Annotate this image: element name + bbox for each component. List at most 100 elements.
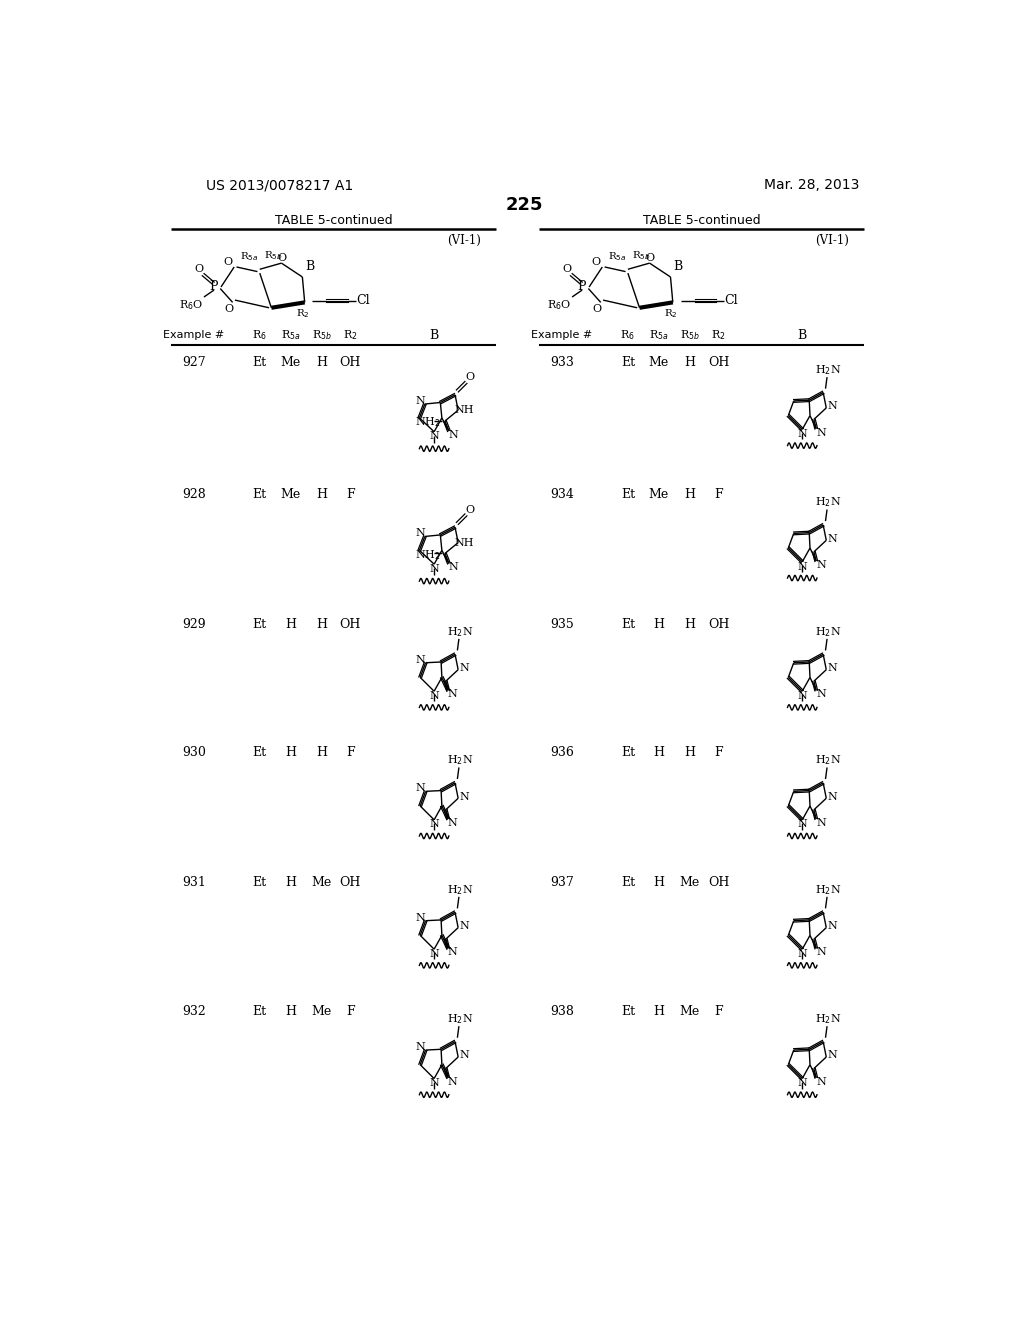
Text: Me: Me: [649, 356, 669, 370]
Text: F: F: [346, 746, 354, 759]
Text: R$_2$: R$_2$: [343, 329, 357, 342]
Text: OH: OH: [708, 618, 729, 631]
Text: OH: OH: [340, 356, 361, 370]
Text: Et: Et: [253, 356, 267, 370]
Text: TABLE 5-continued: TABLE 5-continued: [643, 214, 760, 227]
Text: H$_2$N: H$_2$N: [815, 1012, 842, 1026]
Text: N: N: [429, 1078, 439, 1088]
Text: O: O: [223, 257, 232, 268]
Text: Et: Et: [253, 1005, 267, 1018]
Text: 932: 932: [182, 1005, 206, 1018]
Text: F: F: [714, 488, 723, 502]
Text: NH: NH: [455, 405, 474, 416]
Text: N: N: [798, 690, 807, 701]
Text: H$_2$N: H$_2$N: [447, 1012, 474, 1026]
Text: TABLE 5-continued: TABLE 5-continued: [274, 214, 392, 227]
Text: Cl: Cl: [724, 294, 737, 308]
Text: Me: Me: [680, 875, 700, 888]
Text: R$_{5a}$: R$_{5a}$: [608, 251, 627, 264]
Text: N: N: [460, 663, 469, 673]
Text: O: O: [465, 504, 474, 515]
Text: N: N: [827, 533, 838, 544]
Text: 928: 928: [182, 488, 206, 502]
Text: P: P: [209, 280, 217, 293]
Text: N: N: [429, 820, 439, 829]
Text: N: N: [816, 818, 825, 828]
Text: B: B: [798, 329, 807, 342]
Text: 225: 225: [506, 195, 544, 214]
Text: N: N: [816, 1077, 825, 1086]
Text: N: N: [798, 1078, 807, 1088]
Text: H: H: [653, 875, 665, 888]
Text: H: H: [653, 1005, 665, 1018]
Text: N: N: [429, 690, 439, 701]
Text: 929: 929: [182, 618, 206, 631]
Text: R$_6$O: R$_6$O: [547, 298, 571, 313]
Text: 927: 927: [182, 356, 206, 370]
Text: Et: Et: [621, 356, 635, 370]
Text: B: B: [305, 260, 314, 273]
Text: H: H: [316, 618, 328, 631]
Text: 933: 933: [550, 356, 573, 370]
Text: 937: 937: [550, 875, 573, 888]
Text: 935: 935: [550, 618, 573, 631]
Text: Et: Et: [621, 488, 635, 502]
Text: N: N: [816, 428, 825, 437]
Text: N: N: [798, 561, 807, 572]
Text: O: O: [645, 252, 654, 263]
Text: O: O: [592, 304, 601, 314]
Text: O: O: [465, 372, 474, 381]
Text: R$_6$O: R$_6$O: [178, 298, 203, 313]
Text: Et: Et: [621, 618, 635, 631]
Text: N: N: [798, 820, 807, 829]
Text: N: N: [429, 564, 439, 574]
Text: Me: Me: [311, 1005, 332, 1018]
Text: 934: 934: [550, 488, 573, 502]
Text: NH: NH: [455, 537, 474, 548]
Text: N: N: [827, 401, 838, 412]
Text: OH: OH: [708, 875, 729, 888]
Text: O: O: [562, 264, 571, 273]
Text: NH$_2$: NH$_2$: [415, 548, 440, 562]
Text: Me: Me: [281, 488, 301, 502]
Text: O: O: [224, 304, 233, 314]
Text: F: F: [714, 746, 723, 759]
Text: (VI-1): (VI-1): [815, 234, 849, 247]
Text: N: N: [827, 792, 838, 801]
Text: H: H: [286, 1005, 296, 1018]
Text: N: N: [816, 689, 825, 700]
Text: N: N: [816, 948, 825, 957]
Text: Me: Me: [281, 356, 301, 370]
Text: N: N: [447, 1077, 458, 1086]
Text: Et: Et: [253, 488, 267, 502]
Text: H$_2$N: H$_2$N: [447, 626, 474, 639]
Text: 938: 938: [550, 1005, 573, 1018]
Text: R$_{5b}$: R$_{5b}$: [264, 249, 283, 261]
Text: N: N: [429, 949, 439, 958]
Text: N: N: [416, 783, 425, 793]
Text: N: N: [447, 818, 458, 828]
Text: 936: 936: [550, 746, 573, 759]
Text: N: N: [416, 912, 425, 923]
Text: R$_{5a}$: R$_{5a}$: [240, 251, 258, 264]
Text: N: N: [460, 792, 469, 801]
Text: R$_6$: R$_6$: [252, 329, 267, 342]
Text: OH: OH: [708, 356, 729, 370]
Text: N: N: [827, 1051, 838, 1060]
Text: R$_2$: R$_2$: [665, 308, 678, 321]
Text: H: H: [316, 746, 328, 759]
Text: Example #: Example #: [163, 330, 224, 341]
Text: Et: Et: [621, 1005, 635, 1018]
Text: H: H: [286, 875, 296, 888]
Text: H: H: [286, 618, 296, 631]
Text: N: N: [798, 949, 807, 958]
Text: R$_{5b}$: R$_{5b}$: [311, 329, 332, 342]
Text: N: N: [460, 921, 469, 931]
Text: N: N: [429, 432, 439, 441]
Text: Cl: Cl: [356, 294, 370, 308]
Text: N: N: [416, 655, 425, 665]
Text: R$_{5a}$: R$_{5a}$: [649, 329, 669, 342]
Text: H: H: [653, 746, 665, 759]
Text: H: H: [316, 488, 328, 502]
Text: F: F: [346, 1005, 354, 1018]
